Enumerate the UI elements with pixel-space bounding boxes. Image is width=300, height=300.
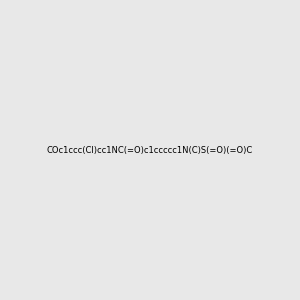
Text: COc1ccc(Cl)cc1NC(=O)c1ccccc1N(C)S(=O)(=O)C: COc1ccc(Cl)cc1NC(=O)c1ccccc1N(C)S(=O)(=O… [47, 146, 253, 154]
